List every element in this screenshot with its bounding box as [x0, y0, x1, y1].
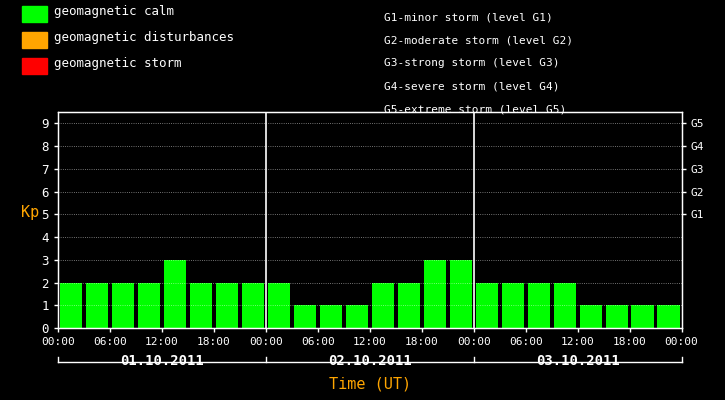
- Text: G3-strong storm (level G3): G3-strong storm (level G3): [384, 58, 560, 68]
- Text: geomagnetic disturbances: geomagnetic disturbances: [54, 32, 234, 44]
- Text: 02.10.2011: 02.10.2011: [328, 354, 412, 368]
- Bar: [60, 282, 82, 328]
- Bar: [216, 282, 238, 328]
- Bar: [86, 282, 108, 328]
- Bar: [554, 282, 576, 328]
- Text: Time (UT): Time (UT): [328, 376, 411, 392]
- Bar: [112, 282, 134, 328]
- Bar: [138, 282, 160, 328]
- Bar: [294, 305, 316, 328]
- Text: G4-severe storm (level G4): G4-severe storm (level G4): [384, 82, 560, 92]
- Text: G5-extreme storm (level G5): G5-extreme storm (level G5): [384, 105, 566, 115]
- Text: G1-minor storm (level G1): G1-minor storm (level G1): [384, 12, 553, 22]
- Bar: [502, 282, 523, 328]
- Text: G2-moderate storm (level G2): G2-moderate storm (level G2): [384, 35, 573, 45]
- Bar: [631, 305, 653, 328]
- Text: 01.10.2011: 01.10.2011: [120, 354, 204, 368]
- Bar: [268, 282, 290, 328]
- Y-axis label: Kp: Kp: [21, 205, 39, 220]
- Bar: [372, 282, 394, 328]
- Text: geomagnetic calm: geomagnetic calm: [54, 6, 175, 18]
- Bar: [398, 282, 420, 328]
- Bar: [528, 282, 550, 328]
- Bar: [658, 305, 679, 328]
- Bar: [164, 260, 186, 328]
- Text: geomagnetic storm: geomagnetic storm: [54, 58, 182, 70]
- Bar: [579, 305, 602, 328]
- Bar: [605, 305, 628, 328]
- Bar: [320, 305, 341, 328]
- Bar: [423, 260, 446, 328]
- Bar: [346, 305, 368, 328]
- Bar: [242, 282, 264, 328]
- Bar: [476, 282, 497, 328]
- Text: 03.10.2011: 03.10.2011: [536, 354, 619, 368]
- Bar: [450, 260, 472, 328]
- Bar: [190, 282, 212, 328]
